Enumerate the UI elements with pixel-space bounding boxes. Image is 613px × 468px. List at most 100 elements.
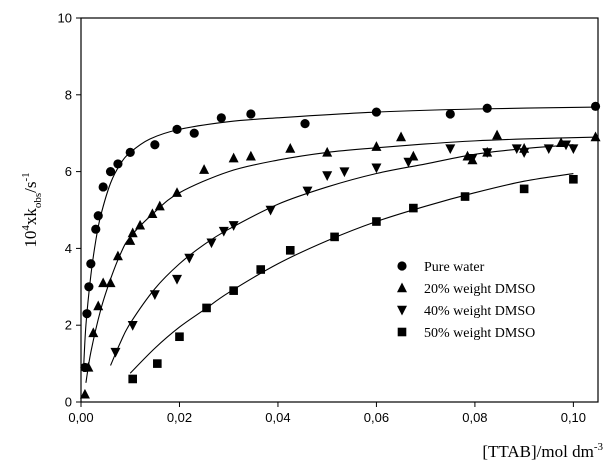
point-series-3 [330, 232, 339, 242]
legend-marker-3 [397, 327, 407, 337]
point-series-0 [189, 128, 199, 138]
x-tick-label: 0,06 [364, 410, 389, 425]
point-series-1 [88, 327, 99, 338]
legend-marker-0 [397, 261, 407, 271]
point-series-3 [256, 265, 266, 274]
point-series-2 [519, 148, 530, 158]
point-series-3 [153, 359, 162, 368]
point-series-1 [172, 187, 183, 197]
point-series-1 [396, 131, 407, 142]
axes [76, 17, 599, 407]
y-tick-label: 4 [65, 241, 72, 256]
point-series-0 [445, 109, 455, 119]
point-series-0 [82, 309, 92, 319]
point-series-0 [150, 140, 160, 150]
point-series-2 [110, 347, 121, 358]
y-tick-label: 6 [65, 164, 72, 179]
point-series-2 [172, 274, 183, 285]
point-series-1 [147, 208, 158, 219]
point-series-2 [482, 148, 493, 158]
point-series-0 [98, 182, 108, 192]
point-series-3 [409, 203, 418, 213]
point-series-0 [113, 159, 123, 169]
point-series-3 [569, 174, 578, 184]
x-tick-label: 0,00 [68, 410, 93, 425]
point-series-3 [460, 192, 470, 201]
point-series-2 [127, 321, 138, 331]
point-series-0 [300, 119, 310, 129]
point-series-0 [482, 103, 492, 113]
point-series-1 [245, 150, 256, 161]
point-series-2 [403, 157, 414, 168]
point-series-1 [79, 388, 90, 399]
point-series-0 [371, 107, 382, 117]
legend: Pure water 20% weight DMSO 40% weight DMSO… [397, 260, 535, 341]
y-axis-title: 104xkobs/s-1 [20, 172, 44, 247]
point-series-1 [371, 141, 382, 151]
point-series-1 [105, 277, 116, 288]
point-series-1 [83, 361, 94, 372]
y-tick-label: 0 [65, 395, 72, 410]
point-series-0 [93, 211, 103, 221]
point-series-2 [560, 140, 571, 151]
point-series-1 [112, 250, 123, 261]
point-series-1 [127, 227, 138, 238]
fit-curve-series-1 [85, 136, 599, 383]
y-tick-label: 10 [58, 11, 72, 26]
point-series-1 [285, 143, 296, 153]
point-series-1 [93, 300, 104, 311]
point-series-0 [84, 282, 94, 292]
point-series-0 [91, 224, 101, 234]
point-series-3 [229, 286, 238, 295]
point-series-2 [228, 221, 239, 231]
point-series-2 [511, 144, 522, 155]
point-series-1 [125, 235, 136, 245]
point-series-3 [202, 303, 211, 313]
tick-labels: 0,00 0,02 0,04 0,06 0,08 0,10 0 2 4 6 8 10 [58, 11, 587, 426]
point-series-3 [175, 332, 184, 342]
legend-label-1: 20% weight DMSO [424, 282, 535, 297]
point-series-2 [467, 153, 478, 164]
point-series-0 [86, 259, 96, 269]
point-series-1 [492, 129, 503, 140]
x-tick-label: 0,08 [462, 410, 487, 425]
point-series-2 [543, 144, 554, 155]
point-series-1 [154, 200, 165, 211]
point-series-2 [322, 171, 333, 181]
point-series-0 [246, 109, 256, 119]
point-series-2 [218, 226, 229, 237]
point-series-3 [285, 246, 295, 255]
point-series-0 [105, 167, 116, 177]
point-series-2 [445, 144, 456, 155]
legend-label-3: 50% weight DMSO [424, 326, 535, 341]
point-series-1 [590, 131, 601, 142]
point-series-2 [149, 290, 160, 300]
legend-marker-2 [397, 305, 407, 316]
point-series-2 [265, 205, 276, 216]
point-series-2 [339, 167, 350, 178]
fit-curve-series-3 [129, 172, 574, 374]
point-series-3 [128, 374, 137, 384]
point-series-2 [302, 186, 313, 197]
point-series-0 [590, 101, 601, 111]
point-series-3 [519, 184, 529, 194]
point-series-1 [199, 164, 210, 174]
plot-frame [80, 17, 599, 403]
legend-label-0: Pure water [424, 260, 485, 275]
x-tick-label: 0,02 [167, 410, 192, 425]
data-points [79, 101, 601, 399]
point-series-2 [371, 163, 382, 174]
x-axis-title: [TTAB]/mol dm-3 [482, 441, 603, 461]
point-series-1 [98, 277, 109, 288]
point-series-3 [372, 217, 381, 226]
y-tick-label: 8 [65, 87, 72, 102]
point-series-1 [135, 219, 146, 230]
point-series-1 [322, 146, 333, 157]
point-series-1 [228, 152, 239, 163]
point-series-2 [206, 238, 217, 249]
point-series-2 [184, 253, 195, 264]
x-tick-label: 0,04 [265, 410, 290, 425]
point-series-0 [172, 124, 182, 134]
legend-label-2: 40% weight DMSO [424, 304, 535, 319]
